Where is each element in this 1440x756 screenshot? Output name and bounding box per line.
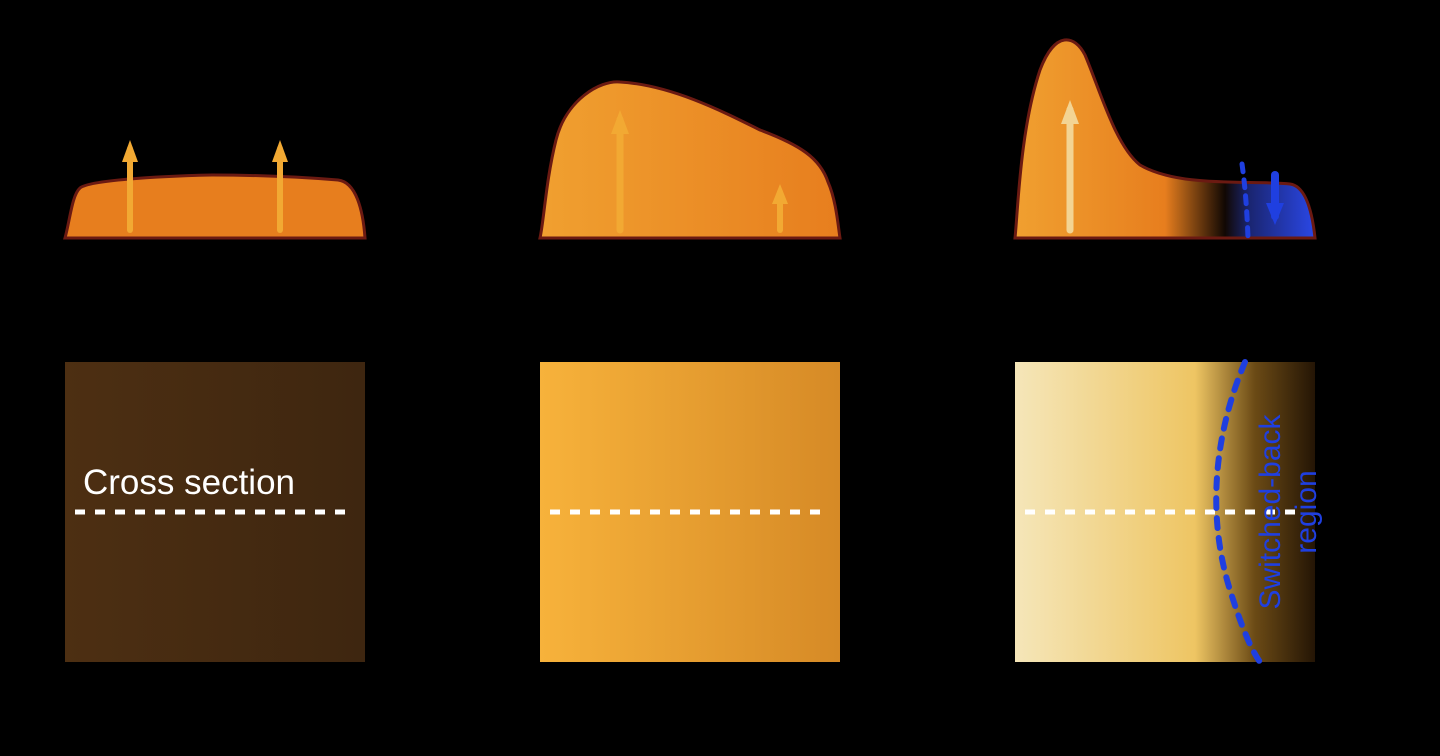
cross-section-label: Cross section xyxy=(83,463,295,502)
switched-back-label-line2: region xyxy=(1290,470,1323,553)
plan-b xyxy=(540,362,840,662)
profile-a-shape xyxy=(65,175,365,238)
plan-a xyxy=(65,362,365,662)
switched-back-label-line1: Switched-back xyxy=(1254,413,1287,609)
